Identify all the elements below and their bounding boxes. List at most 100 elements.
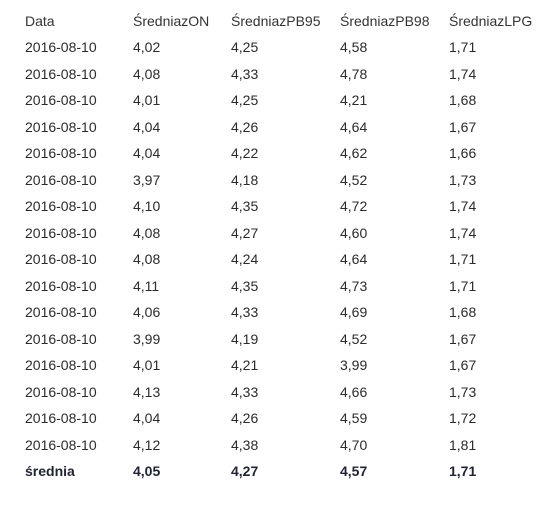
summary-pb95: 4,27 <box>231 463 259 479</box>
table-row: 2016-08-10 4,08 4,27 4,60 1,74 <box>0 220 552 247</box>
cell-lpg: 1,68 <box>449 92 477 108</box>
cell-pb95: 4,33 <box>231 383 259 400</box>
cell-lpg: 1,67 <box>449 357 477 373</box>
cell-pb98: 4,66 <box>340 383 368 400</box>
cell-date: 2016-08-10 <box>25 357 97 373</box>
cell-lpg: 1,74 <box>449 65 477 82</box>
cell-pb95: 4,24 <box>231 251 259 267</box>
cell-pb98: 4,58 <box>340 39 368 55</box>
table-row: 2016-08-10 4,04 4,26 4,59 1,72 <box>0 405 552 432</box>
cell-pb95: 4,38 <box>231 436 259 453</box>
cell-pb98: 4,60 <box>340 224 368 241</box>
cell-pb95: 4,21 <box>231 357 259 373</box>
cell-pb98: 4,64 <box>340 251 368 267</box>
cell-on: 3,99 <box>133 330 161 347</box>
summary-row: średnia 4,05 4,27 4,57 1,71 <box>0 458 552 485</box>
cell-pb98: 4,78 <box>340 65 368 82</box>
cell-pb95: 4,25 <box>231 39 259 55</box>
cell-date: 2016-08-10 <box>25 39 97 55</box>
cell-pb95: 4,33 <box>231 65 259 82</box>
cell-on: 4,04 <box>133 410 161 426</box>
cell-on: 4,08 <box>133 224 161 241</box>
cell-pb98: 4,59 <box>340 410 368 426</box>
table-row: 2016-08-10 4,04 4,26 4,64 1,67 <box>0 114 552 141</box>
fuel-price-table: Data ŚredniazON ŚredniazPB95 ŚredniazPB9… <box>0 8 552 485</box>
table-row: 2016-08-10 4,04 4,22 4,62 1,66 <box>0 140 552 167</box>
cell-pb98: 4,21 <box>340 92 368 108</box>
table-row: 2016-08-10 4,01 4,21 3,99 1,67 <box>0 352 552 379</box>
cell-pb98: 4,52 <box>340 171 368 188</box>
cell-pb95: 4,19 <box>231 330 259 347</box>
cell-pb95: 4,35 <box>231 277 259 294</box>
cell-pb98: 4,70 <box>340 436 368 453</box>
cell-on: 4,10 <box>133 198 161 214</box>
column-header-data: Data <box>25 13 55 29</box>
cell-date: 2016-08-10 <box>25 410 97 426</box>
table-row: 2016-08-10 3,97 4,18 4,52 1,73 <box>0 167 552 194</box>
summary-pb98: 4,57 <box>340 463 368 479</box>
cell-pb95: 4,27 <box>231 224 259 241</box>
cell-lpg: 1,74 <box>449 224 477 241</box>
table-row: 2016-08-10 4,13 4,33 4,66 1,73 <box>0 379 552 406</box>
summary-on: 4,05 <box>133 463 161 479</box>
cell-lpg: 1,73 <box>449 171 477 188</box>
cell-pb95: 4,25 <box>231 92 259 108</box>
cell-date: 2016-08-10 <box>25 92 97 108</box>
column-header-pb95: ŚredniazPB95 <box>231 13 321 29</box>
cell-pb98: 4,69 <box>340 304 368 320</box>
cell-on: 4,01 <box>133 92 161 108</box>
cell-date: 2016-08-10 <box>25 330 97 347</box>
table-row: 2016-08-10 4,10 4,35 4,72 1,74 <box>0 193 552 220</box>
table-row: 2016-08-10 4,02 4,25 4,58 1,71 <box>0 34 552 61</box>
cell-lpg: 1,81 <box>449 436 477 453</box>
table-row: 2016-08-10 4,12 4,38 4,70 1,81 <box>0 432 552 459</box>
cell-pb95: 4,35 <box>231 198 259 214</box>
column-header-on: ŚredniazON <box>133 13 210 29</box>
cell-pb95: 4,26 <box>231 118 259 135</box>
cell-date: 2016-08-10 <box>25 277 97 294</box>
cell-lpg: 1,71 <box>449 251 477 267</box>
cell-date: 2016-08-10 <box>25 383 97 400</box>
summary-label: średnia <box>25 463 75 479</box>
table-row: 2016-08-10 4,08 4,24 4,64 1,71 <box>0 246 552 273</box>
cell-on: 4,01 <box>133 357 161 373</box>
cell-lpg: 1,71 <box>449 39 477 55</box>
cell-on: 4,02 <box>133 39 161 55</box>
cell-on: 4,13 <box>133 383 161 400</box>
cell-date: 2016-08-10 <box>25 118 97 135</box>
cell-pb95: 4,18 <box>231 171 259 188</box>
cell-lpg: 1,67 <box>449 118 477 135</box>
cell-pb98: 4,64 <box>340 118 368 135</box>
table-header: Data ŚredniazON ŚredniazPB95 ŚredniazPB9… <box>0 8 552 34</box>
column-header-pb98: ŚredniazPB98 <box>340 13 430 29</box>
cell-lpg: 1,68 <box>449 304 477 320</box>
cell-on: 4,06 <box>133 304 161 320</box>
cell-date: 2016-08-10 <box>25 304 97 320</box>
cell-pb98: 4,73 <box>340 277 368 294</box>
cell-lpg: 1,73 <box>449 383 477 400</box>
cell-on: 3,97 <box>133 171 161 188</box>
header-row: Data ŚredniazON ŚredniazPB95 ŚredniazPB9… <box>0 8 552 34</box>
cell-on: 4,08 <box>133 65 161 82</box>
cell-on: 4,04 <box>133 145 161 161</box>
cell-date: 2016-08-10 <box>25 65 97 82</box>
cell-pb98: 4,72 <box>340 198 368 214</box>
table-body: 2016-08-10 4,02 4,25 4,58 1,71 2016-08-10 4,08… <box>0 34 552 485</box>
cell-pb95: 4,33 <box>231 304 259 320</box>
table-row: 2016-08-10 4,01 4,25 4,21 1,68 <box>0 87 552 114</box>
cell-on: 4,11 <box>133 277 160 294</box>
cell-date: 2016-08-10 <box>25 145 97 161</box>
cell-date: 2016-08-10 <box>25 251 97 267</box>
cell-pb98: 3,99 <box>340 357 368 373</box>
table-row: 2016-08-10 3,99 4,19 4,52 1,67 <box>0 326 552 353</box>
cell-date: 2016-08-10 <box>25 436 97 453</box>
cell-date: 2016-08-10 <box>25 224 97 241</box>
cell-pb95: 4,26 <box>231 410 259 426</box>
column-header-lpg: ŚredniazLPG <box>449 13 533 29</box>
cell-lpg: 1,66 <box>449 145 477 161</box>
cell-on: 4,04 <box>133 118 161 135</box>
table-row: 2016-08-10 4,08 4,33 4,78 1,74 <box>0 61 552 88</box>
cell-lpg: 1,71 <box>449 277 477 294</box>
cell-date: 2016-08-10 <box>25 198 97 214</box>
